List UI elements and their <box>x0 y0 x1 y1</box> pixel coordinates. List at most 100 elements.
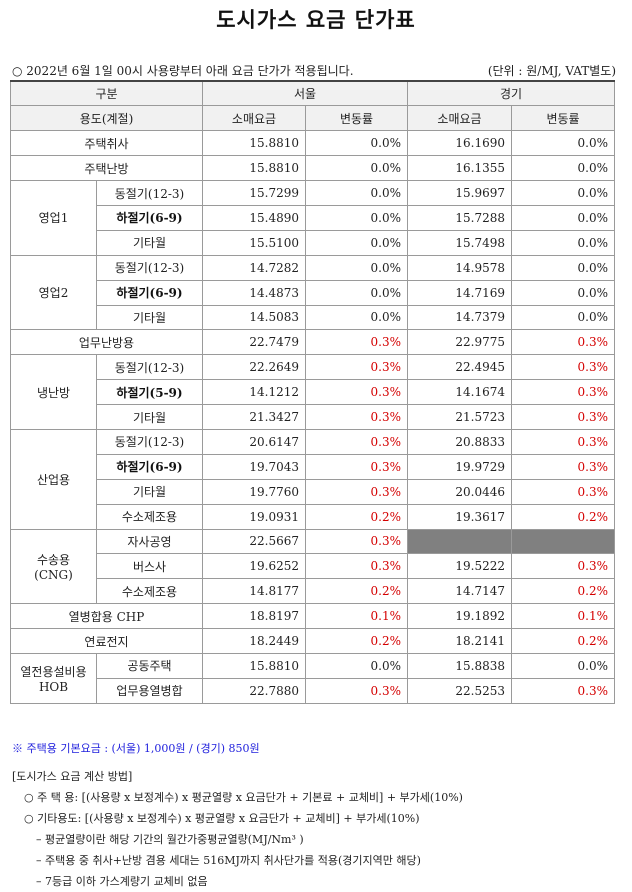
group-cell: 수송용 (CNG) <box>10 528 97 605</box>
gg-price: 15.7288 <box>407 204 512 231</box>
gg-price: 14.9578 <box>407 254 512 281</box>
calc-title: [도시가스 요금 계산 방법] <box>12 770 133 783</box>
gg-price: 20.0446 <box>407 478 512 505</box>
gg-price: 19.1892 <box>407 603 512 630</box>
usage-cell: 주택난방 <box>10 155 203 182</box>
header-gg-change: 변동률 <box>511 105 615 132</box>
gg-price: 19.3617 <box>407 503 512 530</box>
gg-change: 0.0% <box>511 652 615 679</box>
gg-price: 19.5222 <box>407 553 512 580</box>
table-row: 산업용 동절기(12-3) 20.6147 0.3% 20.8833 0.3% <box>10 428 615 530</box>
gg-change: 0.2% <box>511 628 615 654</box>
seoul-change: 0.3% <box>305 677 408 704</box>
table-row: 열전용설비용 HOB 공동주택 15.8810 0.0% 15.8838 0.0… <box>10 652 615 704</box>
gg-change: 0.3% <box>511 329 615 356</box>
group-cell: 냉난방 <box>10 354 97 430</box>
table-row: 영업2 동절기(12-3) 14.7282 0.0% 14.9578 0.0% <box>10 254 615 331</box>
seoul-price: 14.4873 <box>202 279 306 306</box>
seoul-price: 15.8810 <box>202 155 306 182</box>
seoul-price: 22.5667 <box>202 528 306 555</box>
seoul-price: 21.3427 <box>202 404 306 430</box>
table-row: 버스사 19.6252 0.3% 19.5222 0.3% <box>11 553 615 580</box>
calculation-method: [도시가스 요금 계산 방법] ○ 주 택 용: [(사용량 x 보정계수) x… <box>12 766 463 892</box>
seoul-price: 19.7043 <box>202 453 306 480</box>
seoul-change: 0.3% <box>305 379 408 406</box>
seoul-price: 22.7479 <box>202 329 306 356</box>
seoul-change: 0.3% <box>305 478 408 505</box>
usage-cell: 주택취사 <box>10 130 203 157</box>
season-cell: 동절기(12-3) <box>96 254 203 281</box>
table-row: 수소제조용 14.8177 0.2% 14.7147 0.2% <box>11 578 615 605</box>
gg-change: 0.3% <box>511 553 615 580</box>
seoul-price: 15.8810 <box>202 652 306 679</box>
table-row: 업무용열병합 22.7880 0.3% 22.5253 0.3% <box>11 677 615 704</box>
group-cell: 영업1 <box>10 180 97 256</box>
seoul-change: 0.3% <box>305 354 408 381</box>
gg-change: 0.0% <box>511 130 615 157</box>
table-row: 냉난방 동절기(12-3) 22.2649 0.3% 22.4945 0.3% <box>10 354 615 430</box>
gg-change: 0.3% <box>511 478 615 505</box>
seoul-price: 15.4890 <box>202 204 306 231</box>
seoul-price: 18.2449 <box>202 628 306 654</box>
rate-table: 구분 서울 경기 용도(계절) 소매요금 변동률 소매요금 변동률 주택취사 1… <box>10 80 615 704</box>
seoul-price: 15.7299 <box>202 180 306 206</box>
seoul-change: 0.3% <box>305 553 408 580</box>
season-cell: 자사공영 <box>96 528 203 555</box>
table-row: 수송용 (CNG) 자사공영 22.5667 0.3% <box>10 528 615 605</box>
effective-date-notice: ○ 2022년 6월 1일 00시 사용량부터 아래 요금 단가가 적용됩니다. <box>12 64 354 78</box>
unit-label: (단위 : 원/MJ, VAT별도) <box>487 64 616 78</box>
group-line-1: 열전용설비용 <box>20 664 87 679</box>
seoul-change: 0.3% <box>305 528 408 555</box>
seoul-change: 0.0% <box>305 229 408 256</box>
group-cell: 열전용설비용 HOB <box>10 652 97 704</box>
calc-other: ○ 기타용도: [(사용량 x 보정계수) x 평균열량 x 요금단가 + 교체… <box>24 812 420 825</box>
header-gg-retail: 소매요금 <box>407 105 512 132</box>
gg-price: 14.1674 <box>407 379 512 406</box>
gg-price: 19.9729 <box>407 453 512 480</box>
table-row: 열병합용 CHP 18.8197 0.1% 19.1892 0.1% <box>10 603 615 630</box>
seoul-change: 0.0% <box>305 304 408 331</box>
table-row: 하절기(5-9) 14.1212 0.3% 14.1674 0.3% <box>11 379 615 406</box>
table-row: 하절기(6-9) 19.7043 0.3% 19.9729 0.3% <box>11 453 615 480</box>
group-cell: 산업용 <box>10 428 97 530</box>
table-row: 기타월 15.5100 0.0% 15.7498 0.0% <box>11 229 615 256</box>
gg-price: 14.7169 <box>407 279 512 306</box>
group-line-2: (CNG) <box>34 567 73 582</box>
header-seoul-retail: 소매요금 <box>202 105 306 132</box>
season-cell: 수소제조용 <box>96 503 203 530</box>
seoul-price: 19.6252 <box>202 553 306 580</box>
seoul-price: 14.1212 <box>202 379 306 406</box>
gg-change: 0.2% <box>511 578 615 605</box>
seoul-change: 0.3% <box>305 453 408 480</box>
gg-price: 15.7498 <box>407 229 512 256</box>
table-row: 하절기(6-9) 15.4890 0.0% 15.7288 0.0% <box>11 204 615 231</box>
gg-price: 18.2141 <box>407 628 512 654</box>
gg-price: 21.5723 <box>407 404 512 430</box>
header-usage: 용도(계절) <box>10 105 203 132</box>
calc-note-heat: – 평균열량이란 해당 기간의 월간가중평균열량(MJ/Nm³ ) <box>36 833 304 846</box>
header-seoul-change: 변동률 <box>305 105 408 132</box>
table-row: 주택취사 15.8810 0.0% 16.1690 0.0% <box>10 130 615 157</box>
seoul-price: 19.0931 <box>202 503 306 530</box>
table-row: 기타월 19.7760 0.3% 20.0446 0.3% <box>11 478 615 505</box>
usage-cell: 업무난방용 <box>10 329 203 356</box>
seoul-price: 15.8810 <box>202 130 306 157</box>
gg-change: 0.2% <box>511 503 615 530</box>
header-seoul: 서울 <box>202 80 408 107</box>
blank-cell <box>511 528 615 555</box>
season-cell: 하절기(6-9) <box>96 204 203 231</box>
seoul-change: 0.3% <box>305 404 408 430</box>
gg-change: 0.0% <box>511 204 615 231</box>
calc-note-cooking: – 주택용 중 취사+난방 겸용 세대는 516MJ까지 취사단가를 적용(경기… <box>36 854 421 867</box>
table-row: 주택난방 15.8810 0.0% 16.1355 0.0% <box>10 155 615 182</box>
seoul-change: 0.0% <box>305 130 408 157</box>
table-row: 업무난방용 22.7479 0.3% 22.9775 0.3% <box>10 329 615 356</box>
gg-price: 14.7147 <box>407 578 512 605</box>
basic-fee-footnote: ※ 주택용 기본요금 : (서울) 1,000원 / (경기) 850원 <box>12 742 260 755</box>
season-cell: 동절기(12-3) <box>96 428 203 455</box>
season-cell: 동절기(12-3) <box>96 180 203 206</box>
gg-change: 0.0% <box>511 155 615 182</box>
seoul-change: 0.0% <box>305 652 408 679</box>
season-cell: 하절기(5-9) <box>96 379 203 406</box>
gg-price: 20.8833 <box>407 428 512 455</box>
